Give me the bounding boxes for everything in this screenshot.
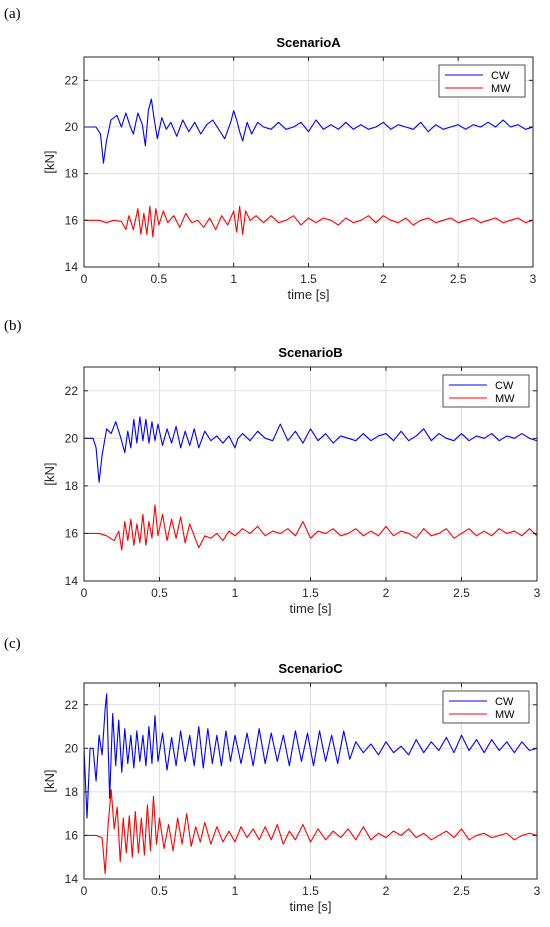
legend-label-mw: MW (491, 83, 511, 95)
x-tick-label: 1 (232, 884, 239, 898)
x-tick-label: 3 (530, 272, 537, 286)
series-line-cw (84, 416, 537, 483)
x-axis-label: time [s] (288, 287, 330, 302)
x-tick-label: 3 (534, 586, 541, 600)
x-tick-label: 1.5 (302, 586, 319, 600)
series-line-mw (84, 205, 533, 238)
chart-panel-2: (c) ScenarioC 0 0.5 1 1.5 2 2.5 3 14 16 18 20 22 time … (4, 636, 541, 914)
x-tick-label: 2 (383, 586, 390, 600)
y-tick-label: 14 (65, 260, 79, 274)
series-line-mw (84, 789, 537, 875)
x-tick-label: 2 (380, 272, 387, 286)
legend-box (442, 374, 530, 408)
y-tick-label: 18 (65, 479, 79, 493)
x-tick-label: 0 (81, 586, 88, 600)
y-tick-label: 22 (65, 384, 79, 398)
y-tick-label: 16 (65, 828, 79, 842)
panel-label: (b) (4, 318, 22, 334)
panel-label: (c) (4, 636, 21, 652)
legend-box (438, 64, 526, 98)
x-axis-label: time [s] (290, 601, 332, 616)
chart-title: ScenarioB (278, 345, 342, 360)
y-axis-label: [kN] (42, 769, 57, 792)
x-tick-label: 1.5 (302, 884, 319, 898)
x-tick-label: 1 (230, 272, 237, 286)
x-tick-label: 0 (81, 884, 88, 898)
y-tick-label: 22 (65, 73, 79, 87)
legend-box (442, 690, 530, 724)
y-axis-label: [kN] (42, 150, 57, 173)
legend-label-cw: CW (495, 380, 514, 392)
legend-label-cw: CW (491, 70, 510, 82)
legend-label-mw: MW (495, 709, 515, 721)
chart-panel-1: (b) ScenarioB 0 0.5 1 1.5 2 2.5 3 14 16 18 20 22 time … (4, 318, 541, 616)
chart-title: ScenarioA (276, 35, 341, 50)
chart-panel-0: (a) ScenarioA 0 0.5 1 1.5 2 2.5 3 14 16 18 20 22 time … (4, 6, 537, 302)
x-tick-label: 0 (81, 272, 88, 286)
legend-label-cw: CW (495, 696, 514, 708)
y-tick-label: 22 (65, 698, 79, 712)
x-tick-label: 0.5 (151, 884, 168, 898)
x-tick-label: 1 (232, 586, 239, 600)
x-tick-label: 2.5 (453, 884, 470, 898)
series-line-cw (84, 693, 537, 819)
y-tick-label: 14 (65, 574, 79, 588)
x-tick-label: 2.5 (453, 586, 470, 600)
y-tick-label: 20 (65, 741, 79, 755)
panel-label: (a) (4, 6, 21, 22)
y-tick-label: 20 (65, 431, 79, 445)
x-tick-label: 2 (383, 884, 390, 898)
y-tick-label: 16 (65, 526, 79, 540)
y-tick-label: 18 (65, 785, 79, 799)
y-tick-label: 14 (65, 872, 79, 886)
series-line-mw (84, 504, 537, 551)
y-tick-label: 20 (65, 120, 79, 134)
y-tick-label: 16 (65, 213, 79, 227)
x-tick-label: 0.5 (151, 586, 168, 600)
x-tick-label: 1.5 (300, 272, 317, 286)
x-tick-label: 0.5 (150, 272, 167, 286)
x-tick-label: 2.5 (450, 272, 467, 286)
legend-label-mw: MW (495, 393, 515, 405)
chart-title: ScenarioC (278, 661, 343, 676)
x-axis-label: time [s] (290, 899, 332, 914)
y-axis-label: [kN] (42, 462, 57, 485)
series-line-cw (84, 98, 533, 164)
x-tick-label: 3 (534, 884, 541, 898)
y-tick-label: 18 (65, 167, 79, 181)
